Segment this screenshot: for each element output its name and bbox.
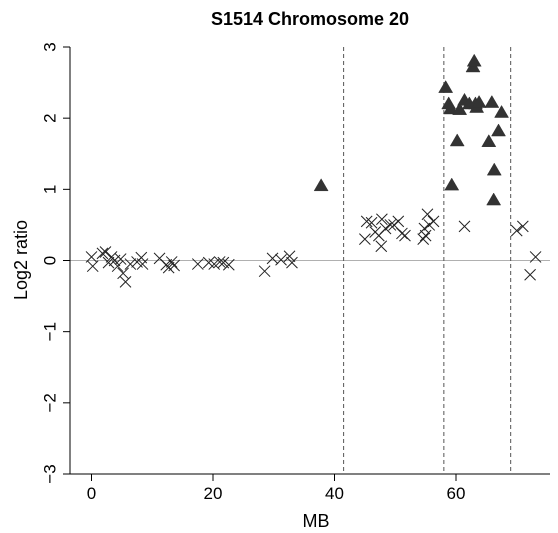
triangle-marker-point (444, 177, 460, 191)
x-marker-point (376, 213, 388, 226)
x-tick-label: 60 (447, 484, 466, 503)
triangle-marker-point (466, 53, 482, 67)
x-marker-point (379, 222, 392, 235)
y-tick-label: 2 (41, 113, 60, 122)
y-tick-label: −1 (41, 322, 60, 341)
x-marker-point (458, 220, 471, 233)
triangle-marker-point (481, 134, 497, 147)
y-tick-label: −3 (41, 464, 60, 483)
x-marker-point (427, 215, 440, 228)
triangle-marker-point (486, 192, 502, 206)
x-marker-point (102, 256, 115, 269)
chart-title: S1514 Chromosome 20 (211, 9, 409, 29)
triangle-marker-point (471, 95, 487, 108)
x-marker-point (96, 247, 109, 260)
triangle-marker-point (313, 178, 329, 192)
triangle-marker-point (443, 101, 458, 115)
x-marker-point (111, 260, 124, 273)
triangle-marker-point (438, 80, 454, 93)
x-marker-point (213, 256, 226, 268)
x-marker-point (222, 258, 235, 271)
y-tick-label: 3 (41, 42, 60, 51)
x-marker-point (516, 220, 529, 233)
triangle-marker-point (449, 133, 465, 147)
x-marker-point (421, 208, 434, 221)
x-marker-point (191, 258, 204, 270)
x-marker-point (283, 250, 296, 263)
triangle-marker-point (484, 95, 500, 108)
x-tick-label: 40 (325, 484, 344, 503)
x-marker-point (375, 240, 388, 253)
x-marker-point (529, 251, 542, 263)
x-marker-point (524, 268, 536, 281)
x-marker-point (286, 256, 298, 269)
x-marker-point (384, 219, 397, 231)
x-marker-point (396, 227, 408, 240)
x-marker-point (124, 258, 137, 270)
y-tick-label: −2 (41, 393, 60, 412)
triangle-marker-point (486, 162, 502, 176)
x-marker-point (419, 229, 432, 242)
x-marker-point (275, 253, 287, 266)
plot-area: −3 −2 −1 0 1 2 3 0 20 40 60 (41, 42, 550, 503)
x-marker-point (119, 275, 132, 288)
triangle-marker-point (494, 104, 509, 118)
x-axis-label: MB (303, 511, 330, 531)
x-tick-label: 0 (87, 484, 96, 503)
x-marker-point (360, 215, 373, 228)
x-marker-point (392, 215, 405, 228)
x-marker-point (418, 222, 431, 235)
x-marker-point (117, 267, 129, 280)
x-marker-point (86, 260, 99, 273)
x-marker-point (136, 258, 149, 270)
x-marker-point (365, 216, 378, 229)
x-marker-point (510, 224, 523, 237)
y-tick-label: 0 (41, 256, 60, 265)
x-marker-point (417, 233, 430, 246)
x-tick-label: 20 (204, 484, 223, 503)
x-marker-point (399, 229, 411, 242)
x-marker-point (359, 233, 371, 246)
y-axis-label: Log2 ratio (11, 220, 31, 300)
x-marker-point (114, 253, 127, 265)
y-tick-label: 1 (41, 185, 60, 194)
x-marker-point (258, 265, 271, 278)
x-marker-point (165, 256, 178, 268)
triangle-marker-point (491, 123, 506, 137)
x-marker-point (168, 259, 180, 272)
